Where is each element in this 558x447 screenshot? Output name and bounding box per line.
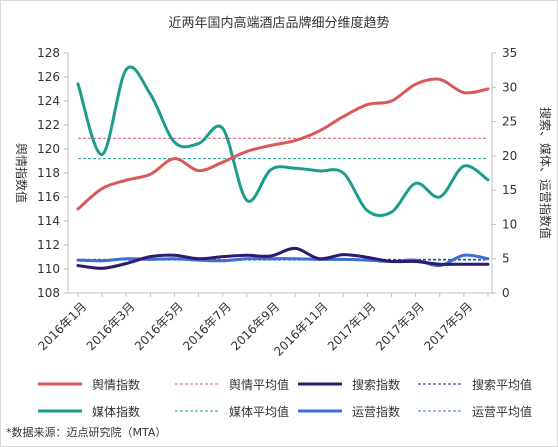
legend-item: 搜索指数 [298, 377, 400, 392]
y-tick-label: 122 [37, 118, 60, 132]
y-tick-label: 120 [37, 142, 60, 156]
y2-tick-label: 15 [502, 183, 517, 197]
y2-tick-label: 20 [502, 149, 517, 163]
y-axis-label: 舆情指数值 [14, 143, 29, 203]
legend-label: 舆情指数 [92, 377, 140, 392]
series-lines [76, 65, 490, 270]
legend-label: 搜索平均值 [472, 377, 532, 392]
y2-tick-label: 35 [502, 46, 517, 60]
legend-label: 舆情平均值 [229, 377, 289, 392]
series-line-3 [76, 246, 490, 270]
chart-title: 近两年国内高端酒店品牌细分维度趋势 [168, 15, 389, 31]
y-tick-label: 116 [37, 190, 60, 204]
y-tick-label: 118 [37, 166, 60, 180]
legend-label: 媒体指数 [92, 404, 140, 419]
y2-tick-label: 30 [502, 80, 517, 94]
y-tick-label: 112 [37, 238, 60, 252]
y-tick-label: 126 [37, 70, 60, 84]
y2-tick-label: 10 [502, 217, 517, 231]
legend-item: 搜索平均值 [418, 377, 532, 392]
source-footnote: *数据来源：迈点研究院（MTA） [6, 426, 167, 439]
y-tick-label: 108 [37, 286, 60, 300]
legend-item: 媒体平均值 [175, 404, 289, 419]
y2-tick-label: 5 [502, 252, 510, 266]
legend-label: 媒体平均值 [229, 404, 289, 419]
legend-label: 运营平均值 [472, 404, 532, 419]
y-tick-label: 128 [37, 46, 60, 60]
legend-item: 舆情指数 [38, 377, 140, 392]
legend-label: 运营指数 [352, 404, 400, 419]
legend-item: 媒体指数 [38, 404, 140, 419]
y-tick-label: 124 [37, 94, 60, 108]
series-line-1 [76, 77, 490, 211]
legend-item: 运营指数 [298, 404, 400, 419]
y-tick-label: 110 [37, 262, 60, 276]
legend-item: 运营平均值 [418, 404, 532, 419]
legend-item: 舆情平均值 [175, 377, 289, 392]
legend-label: 搜索指数 [352, 377, 400, 392]
series-line-5 [76, 65, 490, 218]
y2-axis-label: 搜索、媒体、运营指数值 [538, 107, 553, 239]
y2-tick-label: 25 [502, 115, 517, 129]
y2-tick-label: 0 [502, 286, 510, 300]
y-tick-label: 114 [37, 214, 60, 228]
